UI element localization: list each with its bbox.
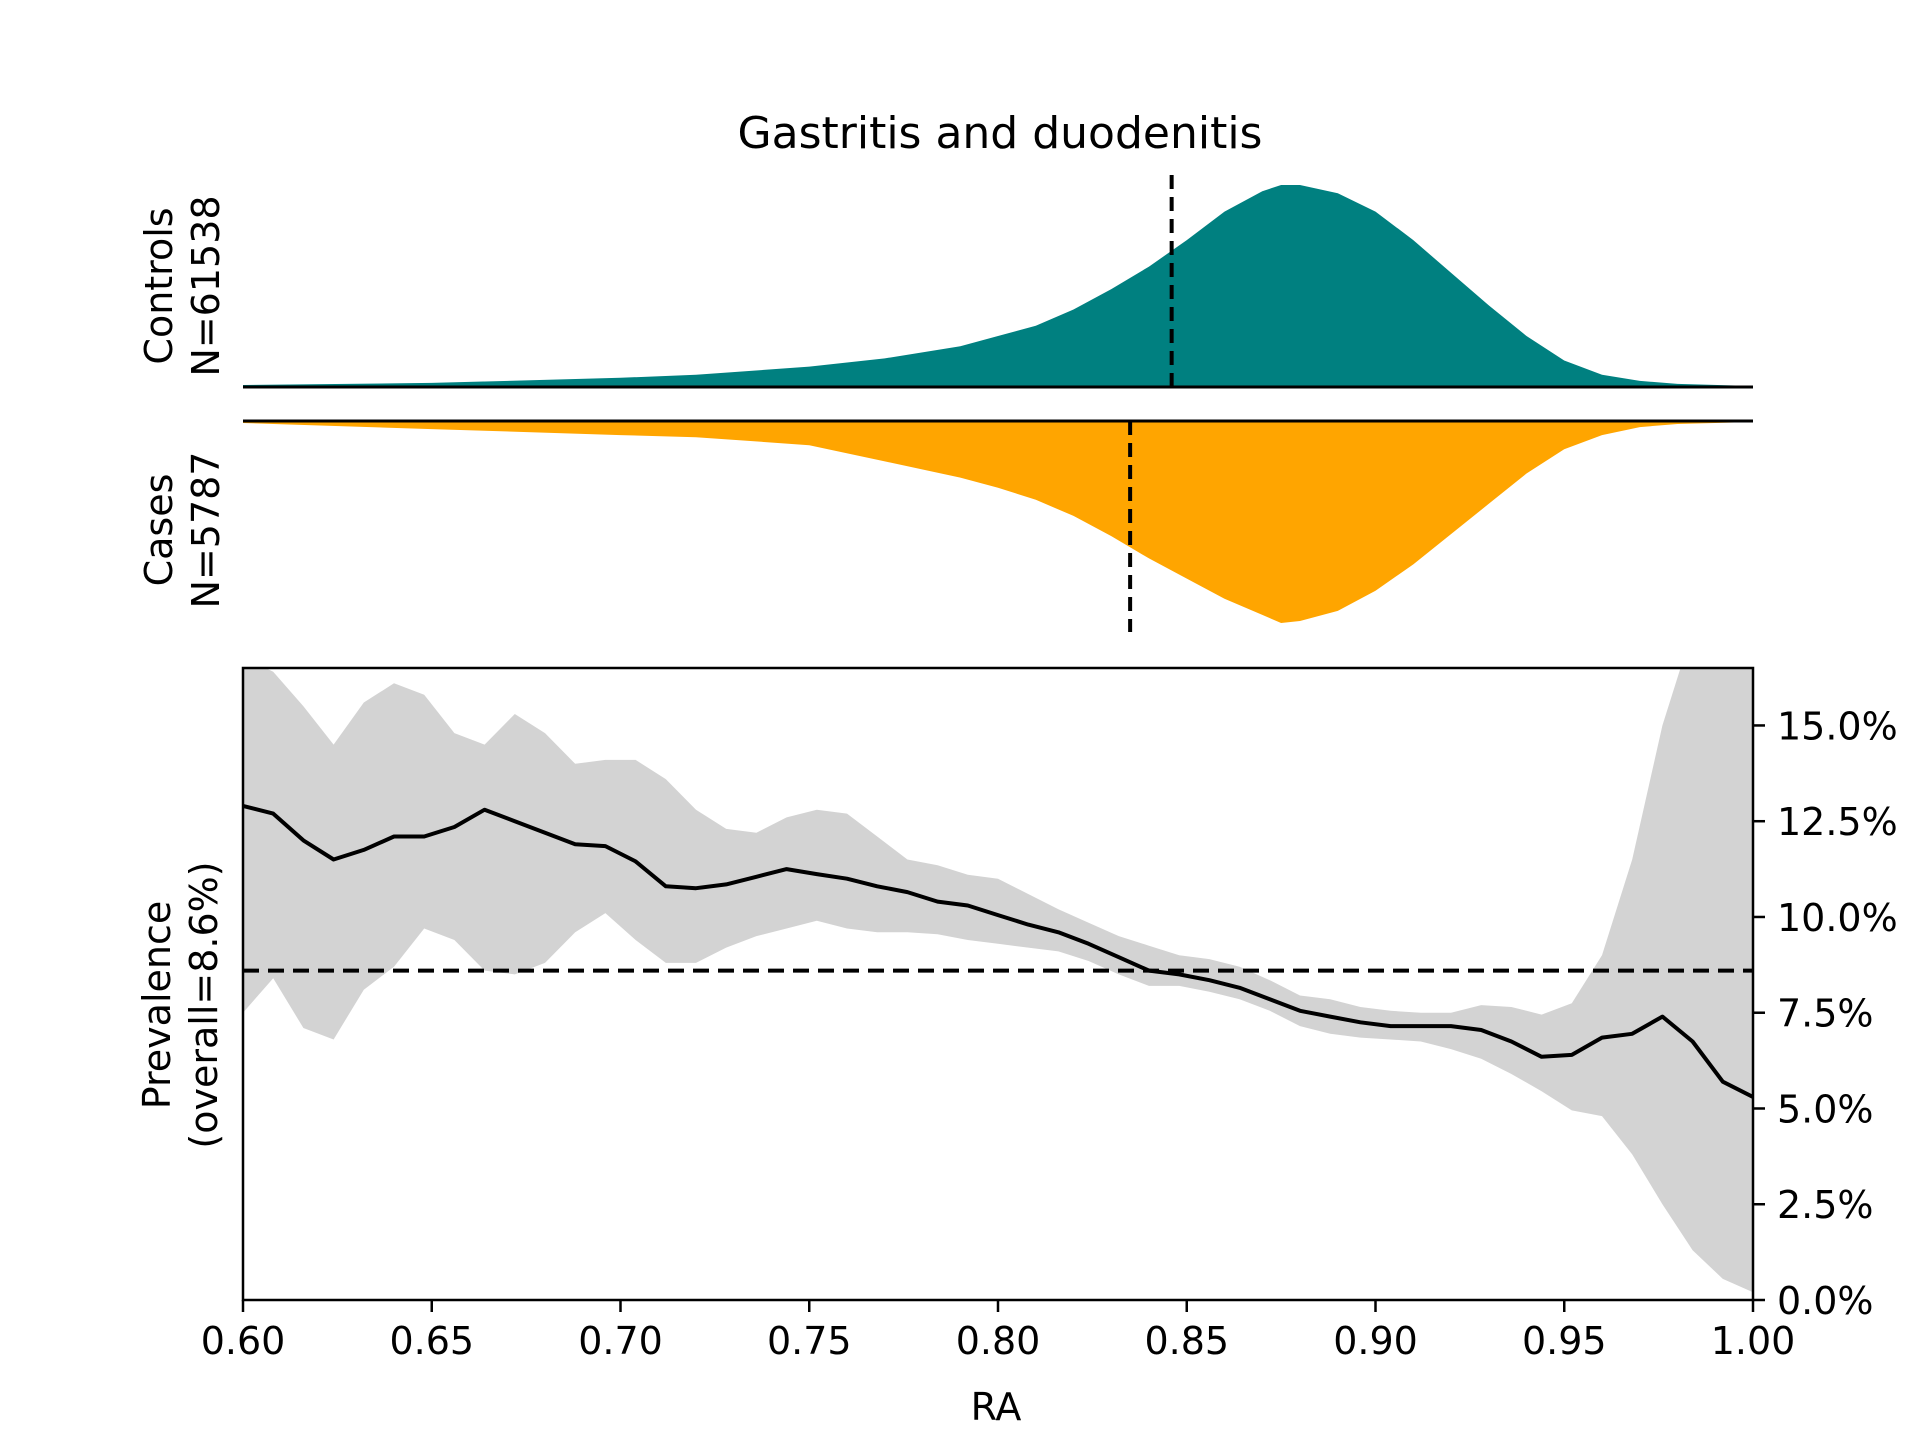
- y-tick-label: 15.0%: [1777, 704, 1898, 748]
- y-tick-label: 0.0%: [1777, 1279, 1874, 1323]
- controls-density-area: [243, 185, 1753, 387]
- x-axis-label: RA: [971, 1385, 1022, 1429]
- confidence-band: [243, 668, 1753, 1293]
- y-tick-label: 10.0%: [1777, 896, 1898, 940]
- prevalence-panel: 0.60 0.65 0.70 0.75 0.80 0.85 0.90 0.95 1.000.0%…: [201, 666, 1898, 1363]
- y-tick-label: 2.5%: [1777, 1183, 1874, 1227]
- y-axis-label-line1: Prevalence: [135, 901, 179, 1109]
- cases-label-line2: N=5787: [184, 452, 228, 609]
- x-tick-label: 0.75: [767, 1319, 852, 1363]
- x-tick-label: 0.65: [389, 1319, 474, 1363]
- chart-title: Gastritis and duodenitis: [738, 108, 1263, 159]
- y-tick-label: 5.0%: [1777, 1087, 1874, 1131]
- x-tick-label: 0.70: [578, 1319, 663, 1363]
- x-tick-label: 0.80: [956, 1319, 1041, 1363]
- controls-label-line1: Controls: [137, 207, 181, 364]
- prevalence-line: [243, 803, 1753, 1099]
- controls-density-panel: [243, 175, 1753, 389]
- cases-density-area: [243, 421, 1753, 623]
- cases-label-line1: Cases: [137, 474, 181, 587]
- x-tick-label: 0.90: [1333, 1319, 1418, 1363]
- y-tick-label: 12.5%: [1777, 800, 1898, 844]
- y-axis-label-line2: (overall=8.6%): [182, 861, 226, 1148]
- x-tick-label: 1.00: [1711, 1319, 1796, 1363]
- cases-density-panel: [243, 419, 1753, 632]
- prevalence-plot-area: [243, 668, 1753, 1293]
- x-tick-label: 0.60: [201, 1319, 286, 1363]
- x-tick-label: 0.95: [1522, 1319, 1607, 1363]
- controls-label-line2: N=61538: [184, 195, 228, 376]
- y-tick-label: 7.5%: [1777, 992, 1874, 1036]
- x-tick-label: 0.85: [1144, 1319, 1229, 1363]
